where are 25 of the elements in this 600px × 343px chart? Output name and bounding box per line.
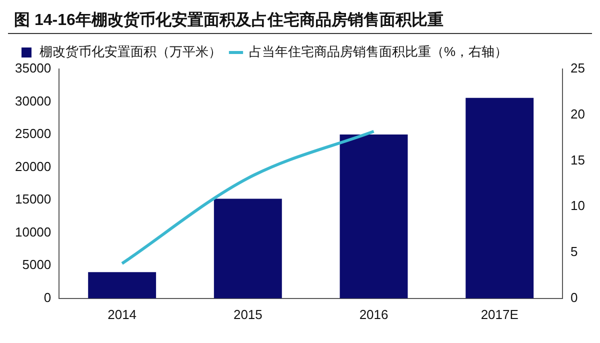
- x-tick-label: 2014: [108, 306, 137, 322]
- y2-tick-label: 20: [570, 106, 586, 122]
- y-tick-label: 30000: [14, 93, 52, 108]
- y-tick-label: 25000: [14, 126, 52, 142]
- y-tick-label: 20000: [14, 158, 52, 174]
- bar: [88, 272, 156, 298]
- chart-title: 图 14-16年棚改货币化安置面积及占住宅商品房销售面积比重: [8, 8, 592, 34]
- bar: [466, 98, 534, 298]
- bar: [340, 134, 408, 298]
- y-tick-label: 0: [44, 290, 52, 305]
- y2-tick-label: 0: [570, 290, 578, 305]
- y-tick-label: 10000: [14, 224, 52, 240]
- x-tick-label: 2015: [233, 306, 262, 322]
- bar: [214, 198, 282, 298]
- y-tick-label: 15000: [14, 192, 52, 207]
- y-tick-label: 35000: [14, 60, 52, 76]
- y-tick-label: 5000: [22, 257, 52, 272]
- y2-tick-label: 25: [570, 60, 586, 76]
- x-tick-label: 2017E: [480, 306, 519, 322]
- x-tick-label: 2016: [359, 306, 388, 322]
- y2-tick-label: 15: [570, 152, 586, 168]
- y2-tick-label: 10: [570, 198, 586, 214]
- y2-tick-label: 5: [570, 244, 578, 260]
- legend-label: 占当年住宅商品房销售面积比重（%，右轴）: [249, 44, 508, 60]
- legend-label: 棚改货币化安置面积（万平米）: [40, 44, 222, 60]
